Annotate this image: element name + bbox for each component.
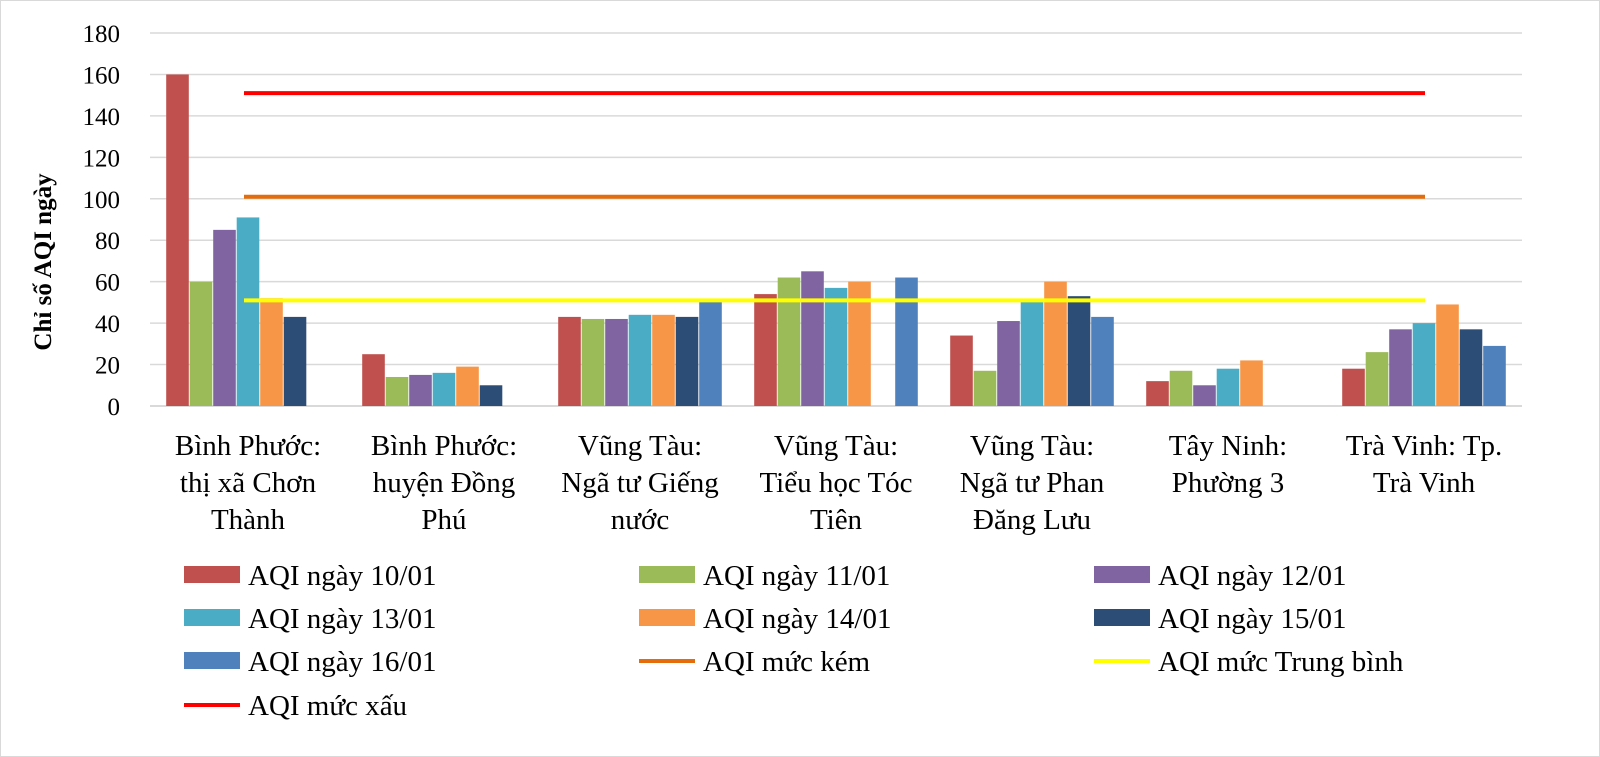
bar [1169, 370, 1193, 406]
x-category-label: Tây Ninh: [1169, 430, 1287, 462]
legend-swatch [1094, 566, 1150, 583]
y-tick-label: 40 [95, 311, 120, 338]
y-tick-label: 180 [83, 21, 121, 48]
bar [1193, 385, 1216, 406]
bar [628, 314, 652, 406]
bar [824, 287, 848, 406]
legend-label: AQI ngày 14/01 [703, 603, 891, 635]
bar [236, 217, 260, 406]
bar [950, 335, 973, 406]
x-category-label: nước [611, 504, 669, 536]
bar [385, 376, 409, 406]
bar [1342, 368, 1365, 406]
legend-swatch [184, 566, 240, 583]
bar [605, 318, 628, 406]
y-tick-label: 140 [83, 104, 121, 131]
y-tick-label: 160 [83, 62, 121, 89]
y-tick-label: 60 [95, 270, 120, 297]
legend-swatch [1094, 609, 1150, 626]
x-category-label: Tiểu học Tóc [759, 467, 912, 499]
x-category-label: Vũng Tàu: [774, 430, 898, 462]
bar [1389, 329, 1412, 406]
legend-label: AQI mức Trung bình [1158, 646, 1404, 678]
x-category-label: Trà Vinh: Tp. [1346, 430, 1502, 462]
bar [362, 354, 385, 406]
bar [973, 370, 997, 406]
bar [1436, 304, 1459, 406]
legend-label: AQI ngày 13/01 [248, 603, 436, 635]
legend-label: AQI ngày 16/01 [248, 646, 436, 678]
y-axis-title: Chỉ số AQI ngày [30, 173, 57, 351]
x-category-label: Tiên [810, 504, 863, 536]
legend-label: AQI mức kém [703, 646, 871, 678]
x-category-label: Vũng Tàu: [578, 430, 702, 462]
bar [1146, 381, 1169, 406]
bar [801, 271, 824, 406]
legend-label: AQI ngày 10/01 [248, 560, 436, 592]
bar [1091, 316, 1114, 406]
legend-swatch [639, 609, 695, 626]
bar [848, 281, 871, 406]
bar [895, 277, 918, 406]
legend-label: AQI mức xấu [248, 690, 407, 722]
y-tick-label: 100 [83, 187, 121, 214]
bar [189, 281, 213, 406]
bar [699, 300, 722, 406]
x-category-label: Ngã tư Giếng [561, 467, 718, 499]
bar [1044, 281, 1067, 406]
y-tick-label: 0 [108, 394, 121, 421]
bar [675, 316, 699, 406]
y-tick-label: 20 [95, 353, 120, 380]
x-category-label: thị xã Chơn [180, 467, 317, 499]
x-category-label: Phường 3 [1172, 467, 1284, 499]
bar [409, 374, 432, 406]
bar [754, 294, 777, 406]
legend-swatch [184, 609, 240, 626]
bar [1412, 323, 1436, 406]
y-tick-label: 80 [95, 228, 120, 255]
x-category-label: Trà Vinh [1373, 467, 1476, 499]
bar [1216, 368, 1240, 406]
bar [777, 277, 801, 406]
legend-swatch [639, 566, 695, 583]
legend-label: AQI ngày 11/01 [703, 560, 890, 592]
bar [558, 316, 581, 406]
bar [479, 385, 503, 406]
legend-label: AQI ngày 15/01 [1158, 603, 1346, 635]
bar [1067, 296, 1091, 406]
x-category-label: Bình Phước: [371, 430, 517, 462]
x-category-label: Đăng Lưu [973, 504, 1091, 536]
bar [1483, 345, 1506, 406]
bar [432, 372, 456, 406]
bar [213, 229, 236, 406]
bar [1365, 352, 1389, 406]
bar [283, 316, 307, 406]
bar [581, 318, 605, 406]
bar [997, 321, 1020, 406]
x-category-label: Bình Phước: [175, 430, 321, 462]
x-category-label: Vũng Tàu: [970, 430, 1094, 462]
x-category-label: Thành [211, 504, 286, 536]
x-category-label: Ngã tư Phan [960, 467, 1105, 499]
bar [1459, 329, 1483, 406]
bar [166, 74, 189, 406]
bar [652, 314, 675, 406]
legend-swatch [184, 652, 240, 669]
bar [1240, 360, 1263, 406]
bar [1020, 300, 1044, 406]
bar [456, 366, 479, 406]
bar [260, 298, 283, 406]
y-tick-label: 120 [83, 145, 121, 172]
x-category-label: Phú [421, 504, 466, 536]
legend-label: AQI ngày 12/01 [1158, 560, 1346, 592]
x-category-label: huyện Đồng [373, 467, 516, 499]
